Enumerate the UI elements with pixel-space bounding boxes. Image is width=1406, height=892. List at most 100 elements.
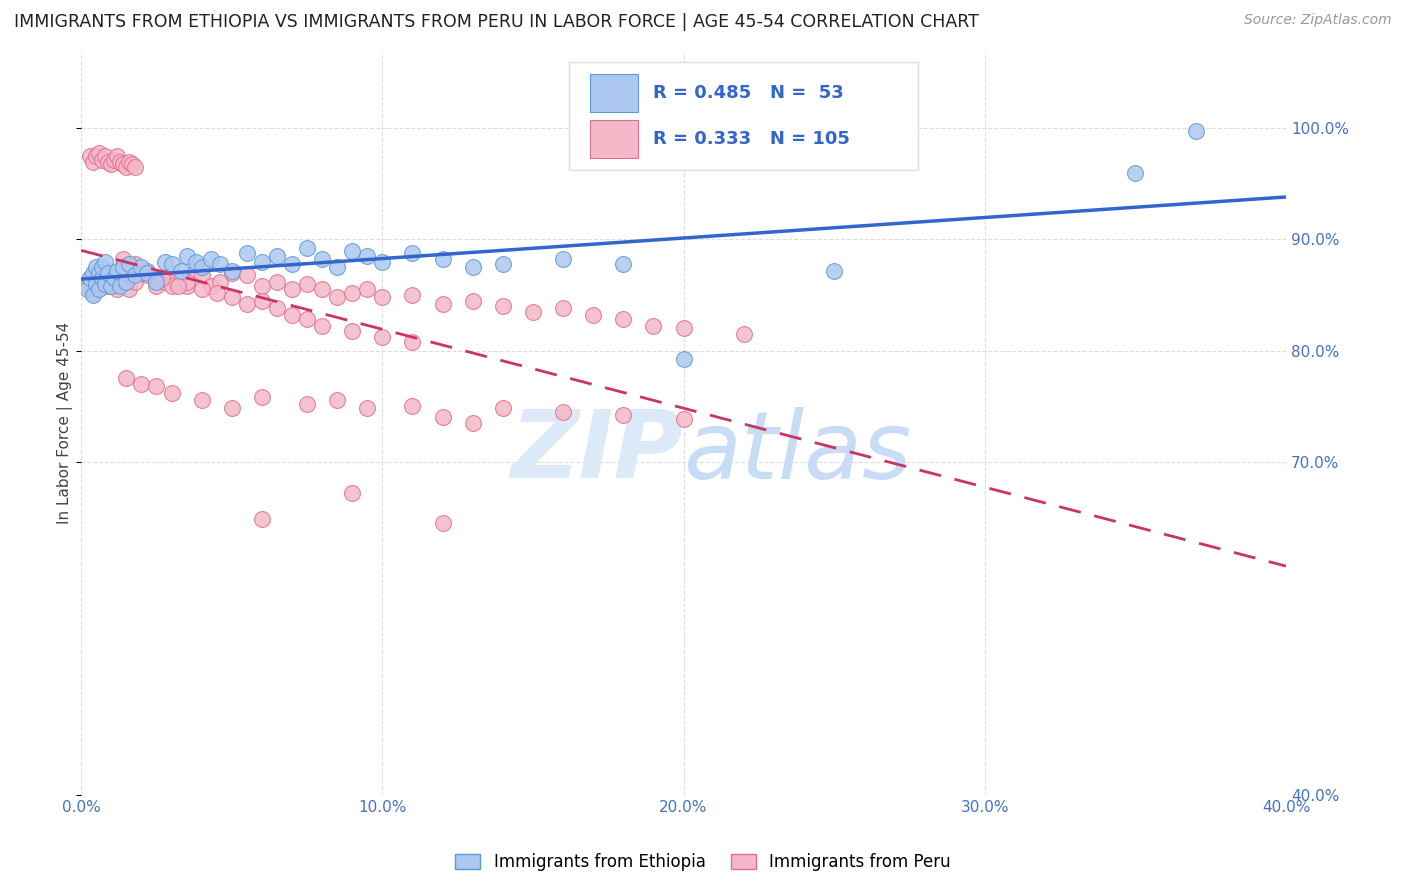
Point	[79, 149, 101, 163]
Point	[200, 252, 222, 267]
Point	[612, 257, 634, 271]
Point	[155, 275, 177, 289]
Point	[91, 271, 114, 285]
Point	[76, 279, 98, 293]
Point	[266, 301, 288, 316]
FancyBboxPatch shape	[589, 120, 638, 158]
Point	[97, 266, 120, 280]
Point	[103, 153, 125, 167]
Point	[401, 288, 423, 302]
Point	[295, 397, 318, 411]
Point	[112, 260, 135, 275]
Point	[432, 252, 454, 267]
Point	[281, 308, 304, 322]
Point	[100, 279, 122, 293]
Point	[100, 157, 122, 171]
Point	[326, 260, 349, 275]
Point	[461, 260, 484, 275]
Point	[94, 277, 117, 291]
Point	[124, 257, 146, 271]
Point	[136, 266, 159, 280]
Point	[371, 254, 394, 268]
Point	[152, 271, 174, 285]
Point	[190, 282, 212, 296]
Point	[118, 154, 141, 169]
Point	[356, 401, 378, 416]
Point	[401, 399, 423, 413]
Point	[208, 257, 231, 271]
Point	[176, 249, 198, 263]
Point	[190, 393, 212, 408]
Point	[250, 293, 273, 308]
Point	[492, 257, 515, 271]
Point	[121, 157, 143, 171]
Point	[131, 266, 153, 280]
Point	[236, 245, 259, 260]
Point	[100, 271, 122, 285]
Point	[250, 279, 273, 293]
Point	[131, 266, 153, 280]
Point	[823, 263, 845, 277]
Point	[79, 271, 101, 285]
Point	[105, 149, 128, 163]
Point	[250, 390, 273, 404]
Point	[432, 410, 454, 425]
Point	[160, 257, 183, 271]
Point	[266, 249, 288, 263]
Point	[82, 288, 104, 302]
Point	[432, 297, 454, 311]
Point	[112, 252, 135, 267]
Point	[432, 516, 454, 530]
Point	[160, 279, 183, 293]
Text: atlas: atlas	[683, 407, 912, 498]
Point	[311, 319, 333, 334]
Point	[115, 161, 138, 175]
Point	[160, 266, 183, 280]
Point	[643, 319, 665, 334]
Point	[124, 275, 146, 289]
Point	[371, 290, 394, 304]
Point	[89, 145, 111, 160]
Point	[342, 244, 364, 258]
Point	[169, 263, 191, 277]
Point	[89, 266, 111, 280]
Point	[672, 352, 695, 367]
Point	[401, 334, 423, 349]
Point	[110, 279, 132, 293]
Point	[492, 299, 515, 313]
Point	[401, 245, 423, 260]
Point	[250, 254, 273, 268]
Point	[311, 282, 333, 296]
Point	[89, 268, 111, 282]
Point	[236, 268, 259, 282]
Point	[295, 241, 318, 255]
Y-axis label: In Labor Force | Age 45-54: In Labor Force | Age 45-54	[58, 321, 73, 524]
Point	[221, 263, 243, 277]
Point	[166, 279, 188, 293]
Point	[84, 149, 107, 163]
Point	[94, 275, 117, 289]
Point	[733, 326, 755, 341]
Point	[221, 266, 243, 280]
Point	[342, 285, 364, 300]
Point	[115, 371, 138, 385]
Point	[103, 277, 125, 291]
Point	[326, 290, 349, 304]
Text: R = 0.333   N = 105: R = 0.333 N = 105	[654, 130, 851, 148]
Point	[110, 275, 132, 289]
Point	[145, 279, 167, 293]
Text: IMMIGRANTS FROM ETHIOPIA VS IMMIGRANTS FROM PERU IN LABOR FORCE | AGE 45-54 CORR: IMMIGRANTS FROM ETHIOPIA VS IMMIGRANTS F…	[14, 13, 979, 31]
Point	[221, 401, 243, 416]
Point	[356, 282, 378, 296]
Point	[371, 330, 394, 344]
Point	[112, 157, 135, 171]
Point	[79, 271, 101, 285]
Point	[326, 393, 349, 408]
Point	[176, 279, 198, 293]
Point	[1184, 123, 1206, 137]
Point	[76, 282, 98, 296]
Point	[176, 275, 198, 289]
Point	[492, 401, 515, 416]
Point	[131, 376, 153, 391]
Point	[461, 293, 484, 308]
